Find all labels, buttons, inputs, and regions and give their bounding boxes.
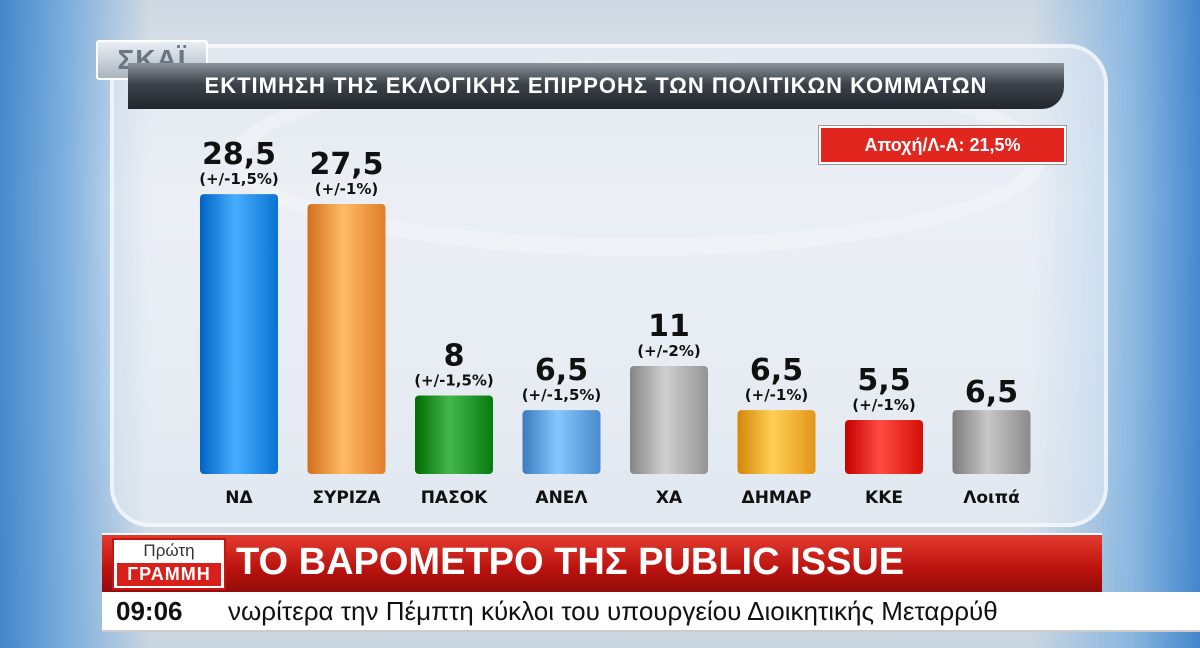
program-badge-bottom: ΓΡΑΜΜΗ — [117, 563, 221, 586]
bar-4 — [523, 410, 601, 474]
program-badge-top: Πρώτη — [114, 540, 224, 562]
news-ticker: 09:06 νωρίτερα την Πέμπτη κύκλοι του υπο… — [102, 592, 1200, 632]
bar-margin-label: (+/-1,5%) — [522, 386, 602, 404]
bar-value-label: 11 — [648, 309, 690, 344]
bar-value-label: 6,5 — [965, 375, 1018, 410]
bar-3 — [415, 395, 493, 474]
bar-7 — [845, 420, 923, 474]
bar-value-label: 6,5 — [750, 353, 803, 388]
bar-2 — [308, 204, 386, 474]
bar-value-label: 6,5 — [535, 353, 588, 388]
bar-6 — [738, 410, 816, 474]
category-label: ΔΗΜΑΡ — [742, 488, 812, 508]
category-label: ΠΑΣΟΚ — [421, 488, 488, 508]
bar-8 — [953, 410, 1031, 474]
bar-value-label: 27,5 — [309, 147, 383, 182]
bar-value-label: 8 — [444, 338, 465, 373]
bar-value-label: 28,5 — [202, 137, 276, 172]
bar-margin-label: (+/-1,5%) — [199, 170, 279, 188]
category-label: ΑΝΕΛ — [535, 488, 588, 508]
bar-margin-label: (+/-1%) — [315, 180, 378, 198]
headline: ΤΟ ΒΑΡΟΜΕΤΡΟ ΤΗΣ PUBLIC ISSUE — [236, 533, 904, 591]
ticker-text: νωρίτερα την Πέμπτη κύκλοι του υπουργείο… — [228, 592, 998, 630]
bar-margin-label: (+/-1%) — [852, 396, 915, 414]
category-label: ΚΚΕ — [865, 488, 903, 508]
bar-margin-label: (+/-1,5%) — [414, 371, 494, 389]
bar-5 — [630, 366, 708, 474]
bar-1 — [200, 194, 278, 474]
bar-margin-label: (+/-1%) — [745, 386, 808, 404]
bar-value-label: 5,5 — [857, 363, 910, 398]
category-label: ΣΥΡΙΖΑ — [312, 488, 381, 508]
category-label: Λοιπά — [963, 488, 1020, 508]
ticker-time: 09:06 — [116, 592, 183, 630]
category-label: ΝΔ — [225, 488, 253, 508]
bar-margin-label: (+/-2%) — [637, 342, 700, 360]
program-badge: Πρώτη ΓΡΑΜΜΗ — [112, 538, 226, 590]
category-label: ΧΑ — [656, 488, 683, 508]
